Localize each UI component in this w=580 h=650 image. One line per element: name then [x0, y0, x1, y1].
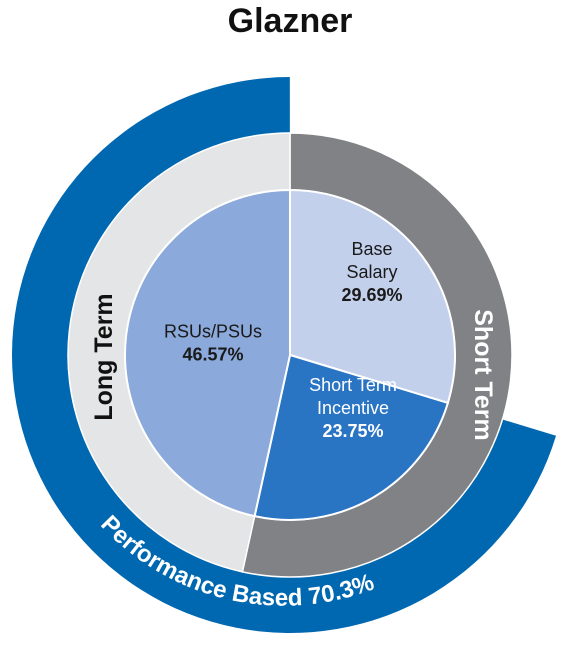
inner-pie-layer [124, 188, 456, 521]
slice-label-rsus-psus-line-1: RSUs/PSUs [164, 321, 262, 341]
slice-label-short-term-incentive-line-1: Short Term [309, 375, 397, 395]
slice-label-base-salary-line-2: Salary [346, 262, 397, 282]
slice-value-base-salary: 29.69% [341, 285, 402, 305]
chart-title: Glazner [227, 2, 353, 40]
slice-label-base-salary-line-1: Base [351, 239, 392, 259]
slice-value-rsus-psus: 46.57% [182, 344, 243, 364]
slice-value-short-term-incentive: 23.75% [322, 421, 383, 441]
ring-label-long-term: Long Term [90, 293, 118, 420]
ring-label-short-term: Short Term [469, 309, 497, 441]
pie-slice-base-salary [289, 188, 456, 405]
pie-slice-short-term-incentive [253, 353, 450, 521]
pie-slice-rsus-psus [124, 188, 291, 518]
slice-label-short-term-incentive-line-2: Incentive [317, 398, 389, 418]
